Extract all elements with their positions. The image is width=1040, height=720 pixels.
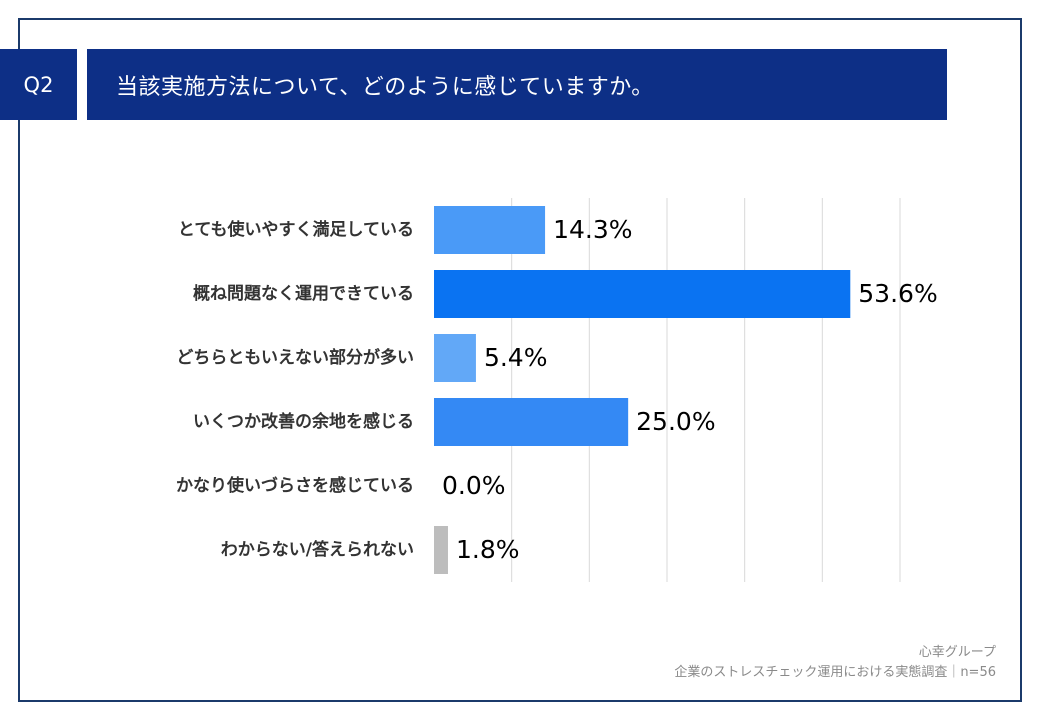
value-label: 5.4% — [484, 343, 548, 372]
chart-frame — [18, 18, 1022, 702]
value-label: 25.0% — [636, 407, 715, 436]
source-credit: 心幸グループ 企業のストレスチェック運用における実態調査｜n=56 — [674, 643, 996, 683]
category-label: とても使いやすく満足している — [178, 219, 414, 240]
category-label: わからない/答えられない — [221, 539, 414, 560]
gridlines — [511, 198, 901, 582]
value-label: 53.6% — [858, 279, 937, 308]
category-label: 概ね問題なく運用できている — [193, 283, 414, 304]
value-label: 14.3% — [553, 215, 632, 244]
bar — [434, 334, 476, 382]
question-number-badge: Q2 — [0, 49, 77, 120]
category-label: かなり使いづらさを感じている — [176, 475, 414, 496]
bar — [434, 398, 629, 446]
source-survey: 企業のストレスチェック運用における実態調査｜n=56 — [674, 665, 996, 680]
category-label: どちらともいえない部分が多い — [176, 347, 414, 368]
value-label: 0.0% — [442, 471, 506, 500]
category-label: いくつか改善の余地を感じる — [193, 411, 414, 432]
labels: とても使いやすく満足している 14.3% 概ね問題なく運用できている 53.6% どちら… — [176, 215, 938, 564]
bar — [434, 206, 546, 254]
value-label: 1.8% — [456, 535, 520, 564]
question-title: 当該実施方法について、どのように感じていますか。 — [87, 49, 947, 120]
bar — [434, 526, 448, 574]
source-org: 心幸グループ — [918, 645, 996, 660]
bars — [434, 206, 851, 574]
bar — [434, 270, 851, 318]
